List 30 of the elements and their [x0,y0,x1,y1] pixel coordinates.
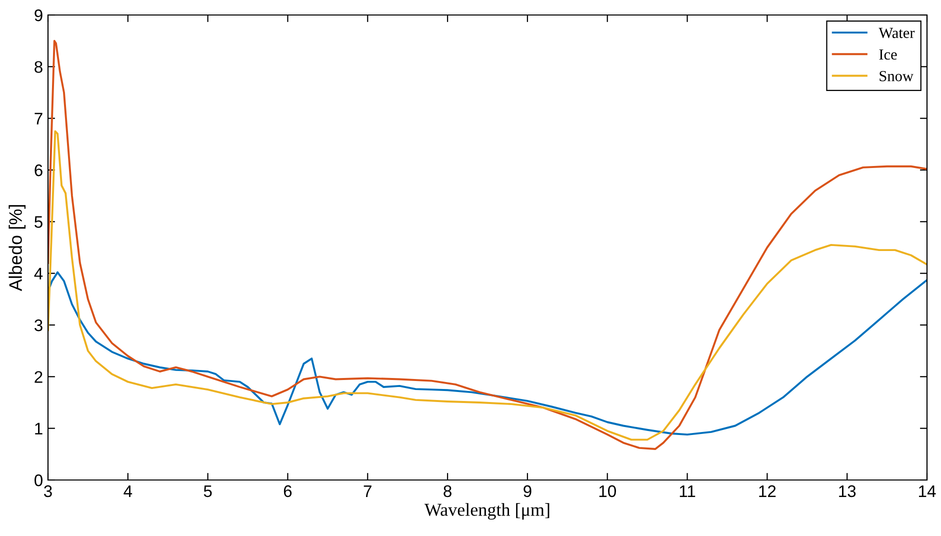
y-axis-title: Albedo [%] [8,205,26,292]
x-tick-label: 10 [599,485,616,498]
x-tick-label: 13 [839,485,856,498]
line-series [48,130,927,441]
legend-label: Snow [880,70,914,82]
y-tick-label: 5 [34,216,42,228]
x-tick-label: 14 [919,485,936,497]
x-tick-label: 11 [680,485,696,497]
y-tick-label: 4 [34,268,43,280]
y-tick-label: 9 [34,9,42,22]
line-series [48,40,927,450]
x-axis-title: Wavelength [μm] [424,503,550,520]
x-tick-label: 8 [444,485,452,498]
x-tick-label: 5 [204,485,212,498]
y-tick-label: 2 [34,371,42,383]
y-tick-label: 0 [34,474,42,486]
x-tick-label: 7 [364,485,372,497]
x-tick-label: 4 [124,485,132,497]
x-tick-label: 12 [759,485,776,497]
x-tick-label: 9 [524,485,532,498]
y-tick-label: 1 [35,422,42,434]
line-series [48,271,927,436]
y-tick-label: 3 [34,319,42,332]
x-tick-label: 6 [284,485,292,498]
y-tick-label: 7 [34,112,42,124]
legend-label: Ice [879,50,897,60]
legend-label: Water [878,28,915,38]
x-tick-label: 3 [44,485,52,498]
y-tick-label: 8 [34,61,42,73]
y-tick-label: 6 [34,164,42,176]
